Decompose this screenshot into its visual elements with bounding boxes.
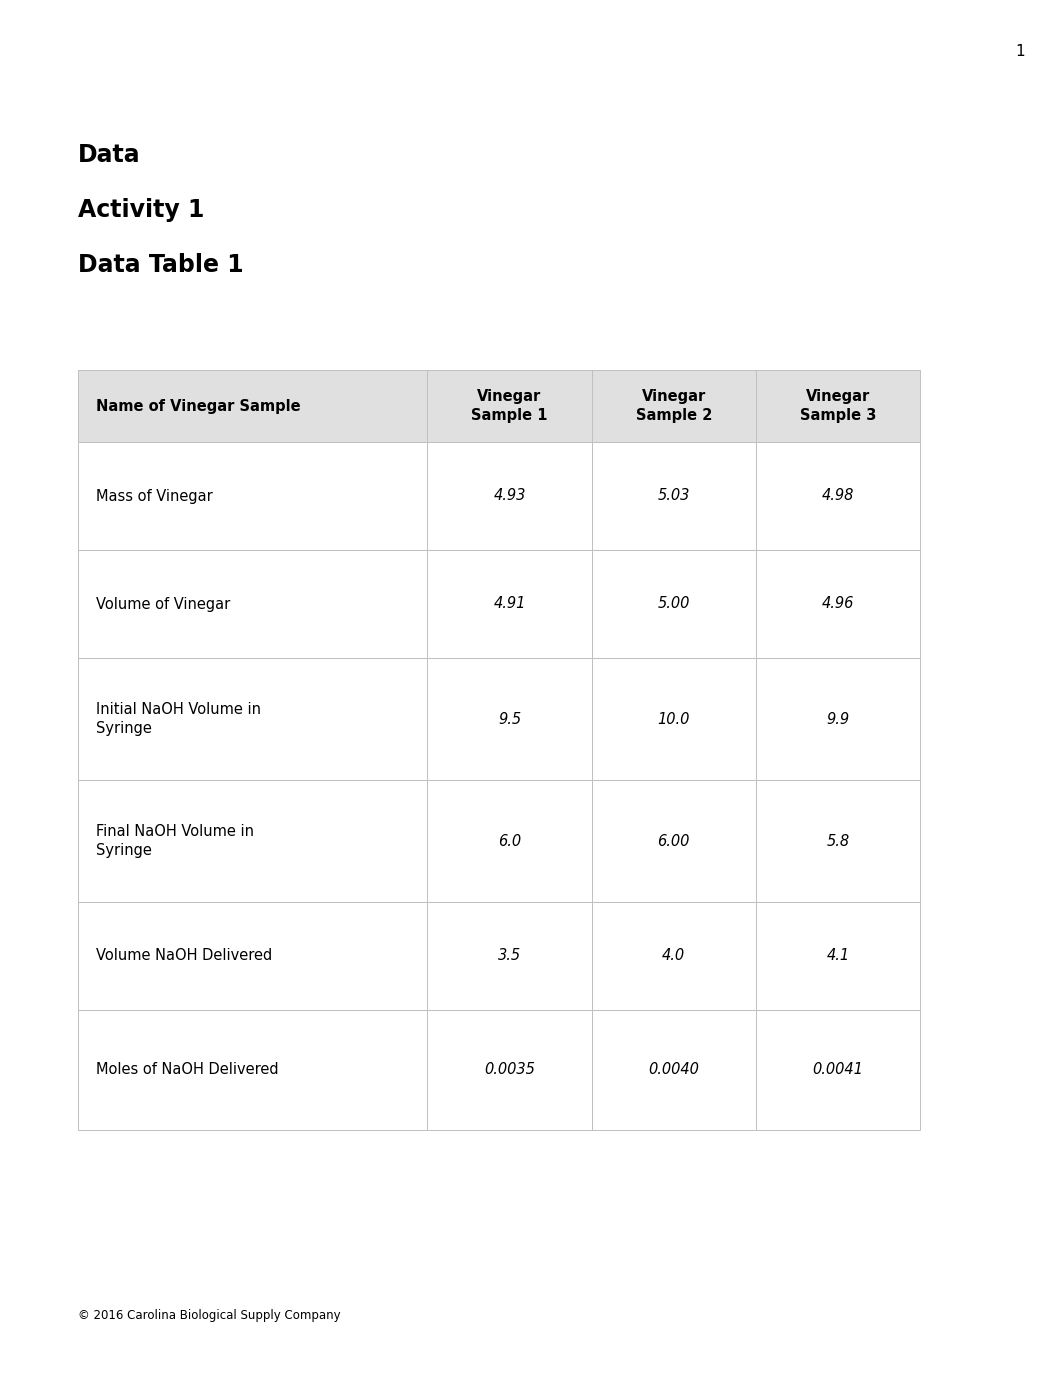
Bar <box>78 780 427 903</box>
Bar <box>756 1010 920 1130</box>
Bar <box>427 550 592 658</box>
Bar <box>427 903 592 1010</box>
Text: Volume of Vinegar: Volume of Vinegar <box>96 597 230 611</box>
Bar <box>592 550 756 658</box>
Text: 6.00: 6.00 <box>657 834 690 849</box>
Text: 5.8: 5.8 <box>826 834 850 849</box>
Bar <box>592 903 756 1010</box>
Text: 4.93: 4.93 <box>494 488 526 504</box>
Text: 5.00: 5.00 <box>657 597 690 611</box>
Text: 4.0: 4.0 <box>662 948 685 963</box>
Text: 0.0041: 0.0041 <box>812 1062 863 1077</box>
Text: Vinegar
Sample 3: Vinegar Sample 3 <box>800 388 876 424</box>
Text: 5.03: 5.03 <box>657 488 690 504</box>
Text: Mass of Vinegar: Mass of Vinegar <box>96 488 212 504</box>
Bar <box>427 1010 592 1130</box>
Bar <box>427 780 592 903</box>
Text: Vinegar
Sample 1: Vinegar Sample 1 <box>472 388 548 424</box>
Bar <box>756 442 920 550</box>
Text: 1: 1 <box>1015 44 1025 59</box>
Text: Data: Data <box>78 143 140 166</box>
Text: 9.5: 9.5 <box>498 711 521 727</box>
Text: 9.9: 9.9 <box>826 711 850 727</box>
Bar <box>756 658 920 780</box>
Text: 4.1: 4.1 <box>826 948 850 963</box>
Text: Volume NaOH Delivered: Volume NaOH Delivered <box>96 948 272 963</box>
Text: © 2016 Carolina Biological Supply Company: © 2016 Carolina Biological Supply Compan… <box>78 1309 341 1321</box>
Text: Initial NaOH Volume in
Syringe: Initial NaOH Volume in Syringe <box>96 702 261 736</box>
Bar <box>427 442 592 550</box>
Bar <box>756 903 920 1010</box>
Bar <box>78 370 920 1110</box>
Text: 4.98: 4.98 <box>822 488 854 504</box>
Bar <box>592 370 756 442</box>
Text: Activity 1: Activity 1 <box>78 198 204 222</box>
Bar <box>78 658 427 780</box>
Bar <box>756 370 920 442</box>
Bar <box>592 658 756 780</box>
Text: 0.0040: 0.0040 <box>648 1062 699 1077</box>
Bar <box>592 442 756 550</box>
Bar <box>756 550 920 658</box>
Bar <box>756 780 920 903</box>
Text: 4.91: 4.91 <box>494 597 526 611</box>
Text: 4.96: 4.96 <box>822 597 854 611</box>
Bar <box>592 780 756 903</box>
Text: 3.5: 3.5 <box>498 948 521 963</box>
Bar <box>78 550 427 658</box>
Bar <box>427 658 592 780</box>
Text: Moles of NaOH Delivered: Moles of NaOH Delivered <box>96 1062 278 1077</box>
Bar <box>78 442 427 550</box>
Bar <box>427 370 592 442</box>
Text: Final NaOH Volume in
Syringe: Final NaOH Volume in Syringe <box>96 824 254 859</box>
Text: Vinegar
Sample 2: Vinegar Sample 2 <box>635 388 712 424</box>
Text: 0.0035: 0.0035 <box>484 1062 535 1077</box>
Text: 6.0: 6.0 <box>498 834 521 849</box>
Text: Name of Vinegar Sample: Name of Vinegar Sample <box>96 399 301 414</box>
Bar <box>78 370 427 442</box>
Bar <box>592 1010 756 1130</box>
Bar <box>78 1010 427 1130</box>
Text: 10.0: 10.0 <box>657 711 690 727</box>
Text: Data Table 1: Data Table 1 <box>78 253 243 277</box>
Bar <box>78 903 427 1010</box>
